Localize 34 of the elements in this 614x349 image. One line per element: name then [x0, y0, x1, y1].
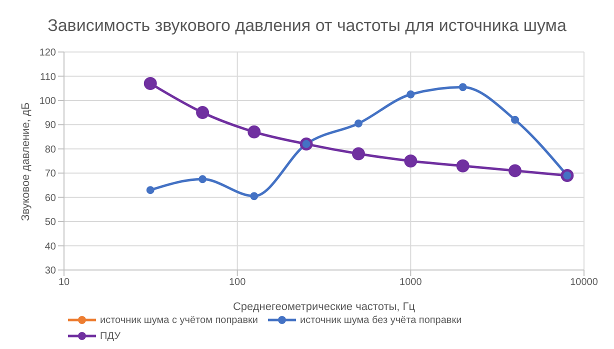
point — [248, 125, 261, 138]
point — [511, 116, 520, 124]
chart-title: Зависимость звукового давления от частоты для источника шума — [46, 15, 568, 37]
x-tick-label: 10000 — [570, 277, 598, 288]
y-axis-title: Звуковое давление, дБ — [20, 102, 32, 221]
point — [456, 159, 470, 172]
point — [198, 175, 207, 184]
y-tick-label: 50 — [44, 217, 56, 228]
point — [458, 83, 467, 92]
x-axis-title: Среднегеометрические частоты, Гц — [232, 301, 416, 313]
x-tick-label: 10 — [58, 277, 70, 288]
y-tick-label: 90 — [44, 120, 56, 132]
point — [250, 192, 258, 200]
legend-label: источник шума с учётом поправки — [100, 314, 258, 326]
point — [508, 164, 522, 178]
y-tick-label: 100 — [39, 96, 56, 107]
point — [146, 186, 154, 194]
point — [352, 147, 365, 160]
y-tick-label: 70 — [44, 168, 56, 180]
point — [354, 119, 362, 128]
y-tick-label: 110 — [40, 72, 56, 83]
point — [196, 106, 210, 120]
legend-label: ПДУ — [100, 330, 120, 342]
y-tick-label: 120 — [39, 48, 56, 59]
point — [406, 90, 415, 98]
y-tick-label: 60 — [44, 192, 56, 204]
x-tick-label: 100 — [228, 277, 246, 288]
x-tick-label: 1000 — [400, 277, 422, 288]
y-tick-label: 40 — [44, 241, 56, 252]
legend-label: источник шума без учёта поправки — [300, 314, 462, 326]
point — [404, 154, 418, 168]
y-tick-label: 80 — [44, 144, 56, 156]
y-tick-label: 30 — [44, 266, 56, 277]
point — [144, 76, 157, 90]
